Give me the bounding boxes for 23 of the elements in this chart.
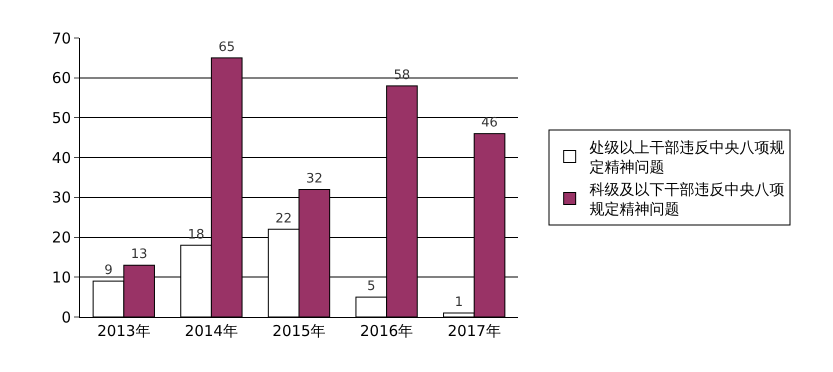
- x-tick-label: 2017年: [448, 322, 501, 340]
- x-tick-label: 2014年: [184, 322, 238, 340]
- y-tick-label: 60: [52, 69, 71, 88]
- y-tick-label: 10: [52, 268, 71, 286]
- y-tick-label: 40: [52, 148, 71, 167]
- data-label: 65: [218, 40, 236, 55]
- legend-label: 处级以上干部违反中央八项规定精神问题: [590, 138, 785, 176]
- data-label: 9: [104, 263, 113, 278]
- data-label: 5: [367, 279, 376, 294]
- y-tick-label: 0: [61, 308, 71, 326]
- data-label: 13: [130, 247, 148, 262]
- y-tick-label: 20: [52, 228, 71, 247]
- data-label: 22: [275, 211, 292, 226]
- y-tick-label: 50: [52, 108, 71, 127]
- x-tick-label: 2015年: [272, 322, 326, 340]
- legend-label: 科级及以下干部违反中央八项规定精神问题: [590, 180, 785, 218]
- y-tick-label: 70: [52, 29, 71, 48]
- data-label: 1: [454, 295, 464, 310]
- data-label: 46: [481, 116, 498, 131]
- y-tick-label: 30: [52, 188, 71, 207]
- x-tick-label: 2016年: [360, 322, 414, 340]
- x-tick-label: 2013年: [97, 322, 150, 340]
- data-label: 32: [306, 171, 323, 186]
